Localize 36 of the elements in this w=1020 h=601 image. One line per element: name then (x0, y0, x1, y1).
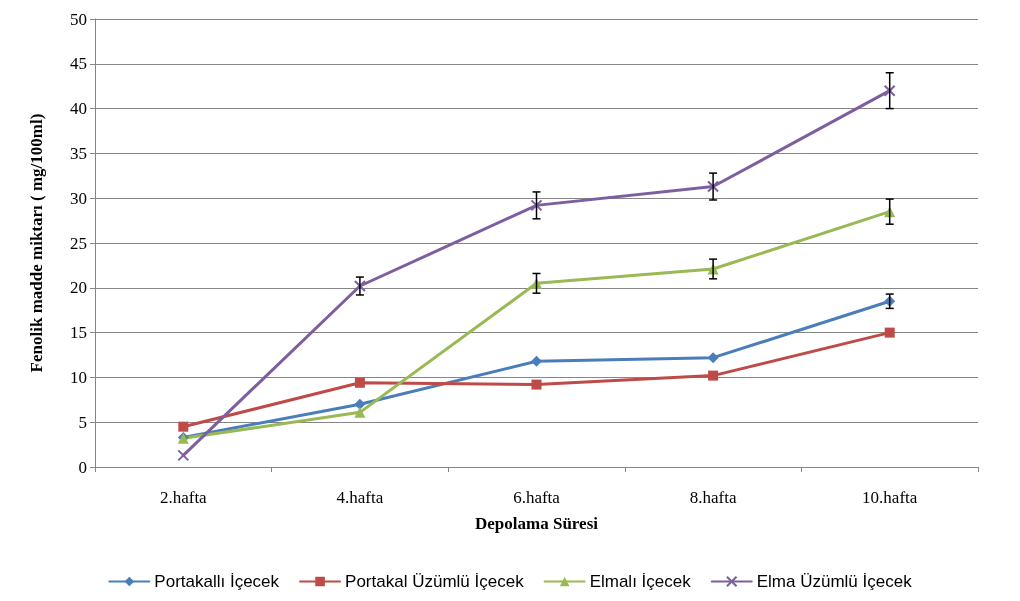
point (531, 379, 542, 390)
point (531, 355, 542, 367)
point (884, 327, 895, 338)
x-tick-label: 4.hafta (336, 488, 384, 507)
point (353, 280, 366, 293)
point (707, 180, 720, 193)
y-tick-label: 10 (70, 367, 87, 387)
y-tick-label: 5 (78, 412, 87, 432)
point (354, 406, 366, 418)
y-tick-label: 45 (70, 54, 87, 74)
point (354, 377, 365, 388)
point (178, 421, 189, 432)
point (707, 352, 719, 364)
legend-label: Portakallı İçecek (154, 572, 280, 591)
point (530, 199, 543, 212)
point (708, 370, 719, 381)
y-tick-label: 0 (78, 457, 87, 477)
y-axis-title: Fenolik madde miktarı ( mg/100ml) (27, 113, 46, 373)
y-tick-label: 30 (70, 188, 87, 208)
x-tick-label: 8.hafta (689, 488, 737, 507)
x-tick-label: 10.hafta (862, 488, 918, 507)
point (177, 449, 190, 462)
legend-label: Elmalı İçecek (589, 572, 692, 591)
y-tick-label: 20 (70, 278, 87, 298)
y-tick-label: 40 (70, 99, 87, 119)
point (354, 398, 366, 410)
x-axis-title: Depolama Süresi (475, 514, 599, 533)
legend-label: Elma Üzümlü İçecek (756, 572, 913, 591)
legend-label: Portakal Üzümlü İçecek (345, 572, 525, 591)
y-tick-label: 35 (70, 143, 87, 163)
y-tick-label: 15 (70, 323, 87, 343)
y-tick-label: 50 (70, 9, 87, 29)
x-tick-label: 6.hafta (513, 488, 561, 507)
point (883, 84, 896, 97)
x-tick-label: 2.hafta (159, 488, 208, 507)
y-tick-label: 25 (70, 233, 87, 253)
